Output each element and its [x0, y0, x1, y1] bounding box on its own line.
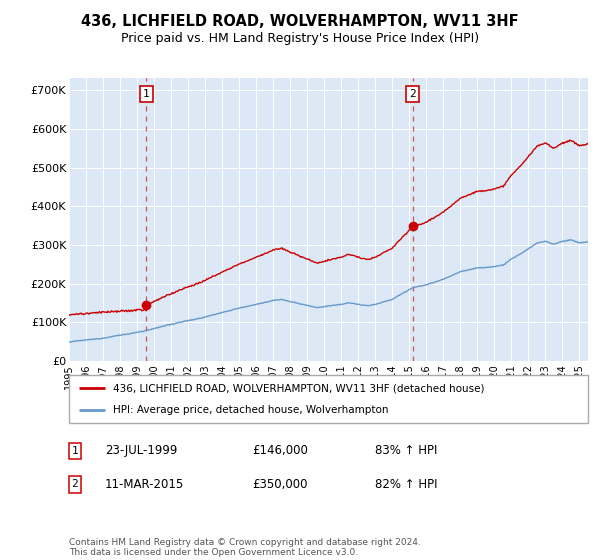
Text: 2: 2	[409, 89, 416, 99]
Text: 23-JUL-1999: 23-JUL-1999	[105, 444, 178, 458]
Text: 82% ↑ HPI: 82% ↑ HPI	[375, 478, 437, 491]
Text: 436, LICHFIELD ROAD, WOLVERHAMPTON, WV11 3HF: 436, LICHFIELD ROAD, WOLVERHAMPTON, WV11…	[81, 14, 519, 29]
Text: 1: 1	[71, 446, 79, 456]
Text: Price paid vs. HM Land Registry's House Price Index (HPI): Price paid vs. HM Land Registry's House …	[121, 32, 479, 45]
Text: 2: 2	[71, 479, 79, 489]
Text: 83% ↑ HPI: 83% ↑ HPI	[375, 444, 437, 458]
Text: £146,000: £146,000	[252, 444, 308, 458]
Text: £350,000: £350,000	[252, 478, 308, 491]
Text: 1: 1	[143, 89, 150, 99]
Text: HPI: Average price, detached house, Wolverhampton: HPI: Average price, detached house, Wolv…	[113, 405, 389, 415]
Text: Contains HM Land Registry data © Crown copyright and database right 2024.
This d: Contains HM Land Registry data © Crown c…	[69, 538, 421, 557]
Text: 436, LICHFIELD ROAD, WOLVERHAMPTON, WV11 3HF (detached house): 436, LICHFIELD ROAD, WOLVERHAMPTON, WV11…	[113, 383, 485, 393]
Text: 11-MAR-2015: 11-MAR-2015	[105, 478, 184, 491]
